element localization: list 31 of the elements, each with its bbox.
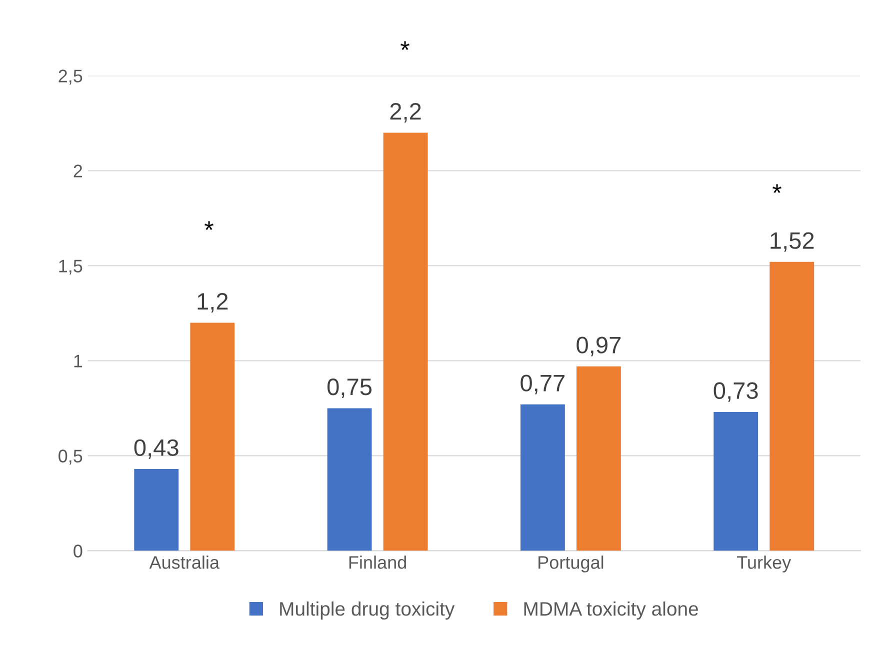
legend-label: MDMA toxicity alone [524, 601, 698, 620]
bar [520, 404, 565, 551]
data-label: 2,2 [390, 102, 421, 122]
y-tick-label: 1 [74, 354, 82, 368]
x-tick-label: Finland [349, 556, 406, 569]
y-tick-label: 0 [74, 544, 82, 558]
data-label: 0,73 [714, 382, 758, 402]
y-tick-label: 0,5 [58, 450, 82, 465]
text: * [400, 41, 410, 50]
data-label: 0,43 [134, 439, 178, 459]
data-label: 0,77 [520, 374, 564, 394]
bar [576, 366, 621, 551]
bar [714, 412, 758, 551]
annotation: * [772, 184, 782, 194]
x-tick-label: Portugal [538, 556, 604, 572]
data-label: 1,52 [770, 232, 814, 252]
bar [383, 132, 428, 551]
bar [134, 469, 179, 551]
data-label: 0,97 [576, 336, 620, 356]
legend-label: Multiple drug toxicity [280, 601, 455, 620]
y-tick-label: 2,5 [58, 70, 82, 85]
x-tick-label: Australia [149, 556, 220, 569]
y-tick-label: 2 [74, 164, 82, 178]
bar [190, 322, 235, 551]
y-tick-label: 1,5 [59, 260, 82, 275]
bar [770, 262, 814, 551]
x-tick-label: Turkey [737, 556, 792, 572]
annotation: * [204, 221, 214, 230]
data-label: 0,75 [327, 378, 372, 398]
bar [327, 408, 372, 551]
data-label: 1,2 [198, 293, 228, 313]
